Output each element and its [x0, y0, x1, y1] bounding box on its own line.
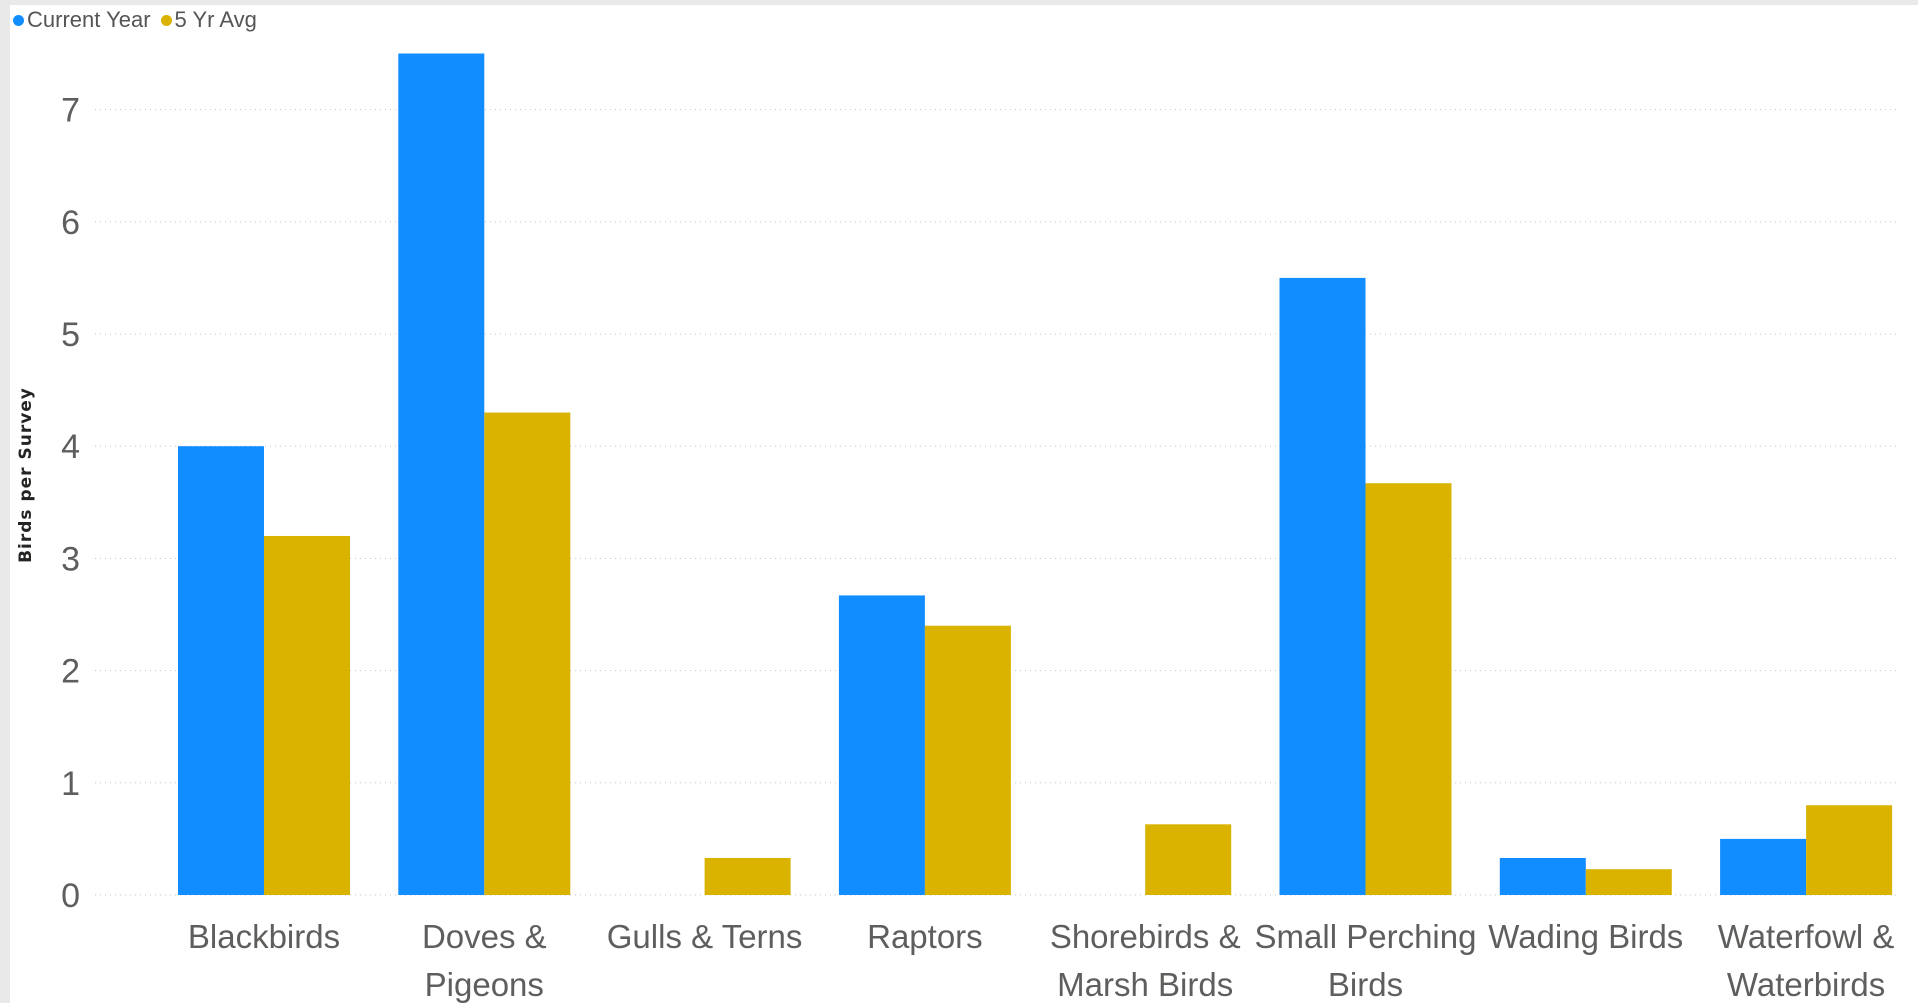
x-tick-label-0: Blackbirds	[188, 918, 340, 955]
y-tick-label-3: 3	[61, 540, 80, 578]
legend-item-current-year[interactable]: Current Year	[13, 7, 151, 33]
bar-5-yr-avg-5[interactable]	[1365, 483, 1452, 895]
bar-current-year-3[interactable]	[838, 595, 925, 895]
y-axis-label: Birds per Survey	[16, 387, 36, 563]
y-tick-label-5: 5	[61, 316, 80, 354]
bar-5-yr-avg-2[interactable]	[704, 857, 791, 895]
x-tick-label-3: Raptors	[867, 918, 983, 955]
bar-5-yr-avg-4[interactable]	[1145, 824, 1232, 895]
x-tick-label-2: Gulls & Terns	[607, 918, 803, 955]
x-tick-label-5: Small Perching Birds	[1255, 918, 1477, 1003]
legend-dot-current-year	[13, 14, 24, 26]
bar-current-year-1[interactable]	[398, 53, 485, 896]
y-tick-label-4: 4	[61, 428, 80, 466]
y-tick-label-1: 1	[61, 765, 80, 803]
bar-5-yr-avg-0[interactable]	[264, 535, 350, 895]
bar-5-yr-avg-3[interactable]	[924, 625, 1011, 895]
y-tick-label-7: 7	[61, 92, 80, 130]
bar-current-year-7[interactable]	[1720, 838, 1807, 895]
legend-label-current-year: Current Year	[27, 7, 151, 32]
legend: Current Year 5 Yr Avg	[13, 7, 267, 33]
bar-current-year-6[interactable]	[1499, 857, 1586, 895]
y-tick-label-0: 0	[61, 877, 80, 915]
x-tick-label-1: Doves & Pigeons	[422, 918, 547, 1003]
x-tick-label-4: Shorebirds & Marsh Birds	[1050, 918, 1241, 1003]
bar-current-year-0[interactable]	[178, 446, 264, 895]
y-tick-label-6: 6	[61, 204, 80, 242]
legend-item-5-yr-avg[interactable]: 5 Yr Avg	[160, 7, 257, 33]
legend-label-5-yr-avg: 5 Yr Avg	[174, 7, 257, 32]
y-tick-label-2: 2	[61, 653, 80, 691]
bar-5-yr-avg-7[interactable]	[1806, 805, 1893, 895]
bar-5-yr-avg-6[interactable]	[1585, 869, 1672, 895]
x-tick-label-6: Wading Birds	[1488, 918, 1683, 955]
x-tick-label-7: Waterfowl & Waterbirds	[1718, 918, 1895, 1003]
bar-5-yr-avg-1[interactable]	[484, 412, 571, 895]
bar-current-year-5[interactable]	[1279, 277, 1366, 895]
legend-dot-5-yr-avg	[160, 14, 172, 26]
